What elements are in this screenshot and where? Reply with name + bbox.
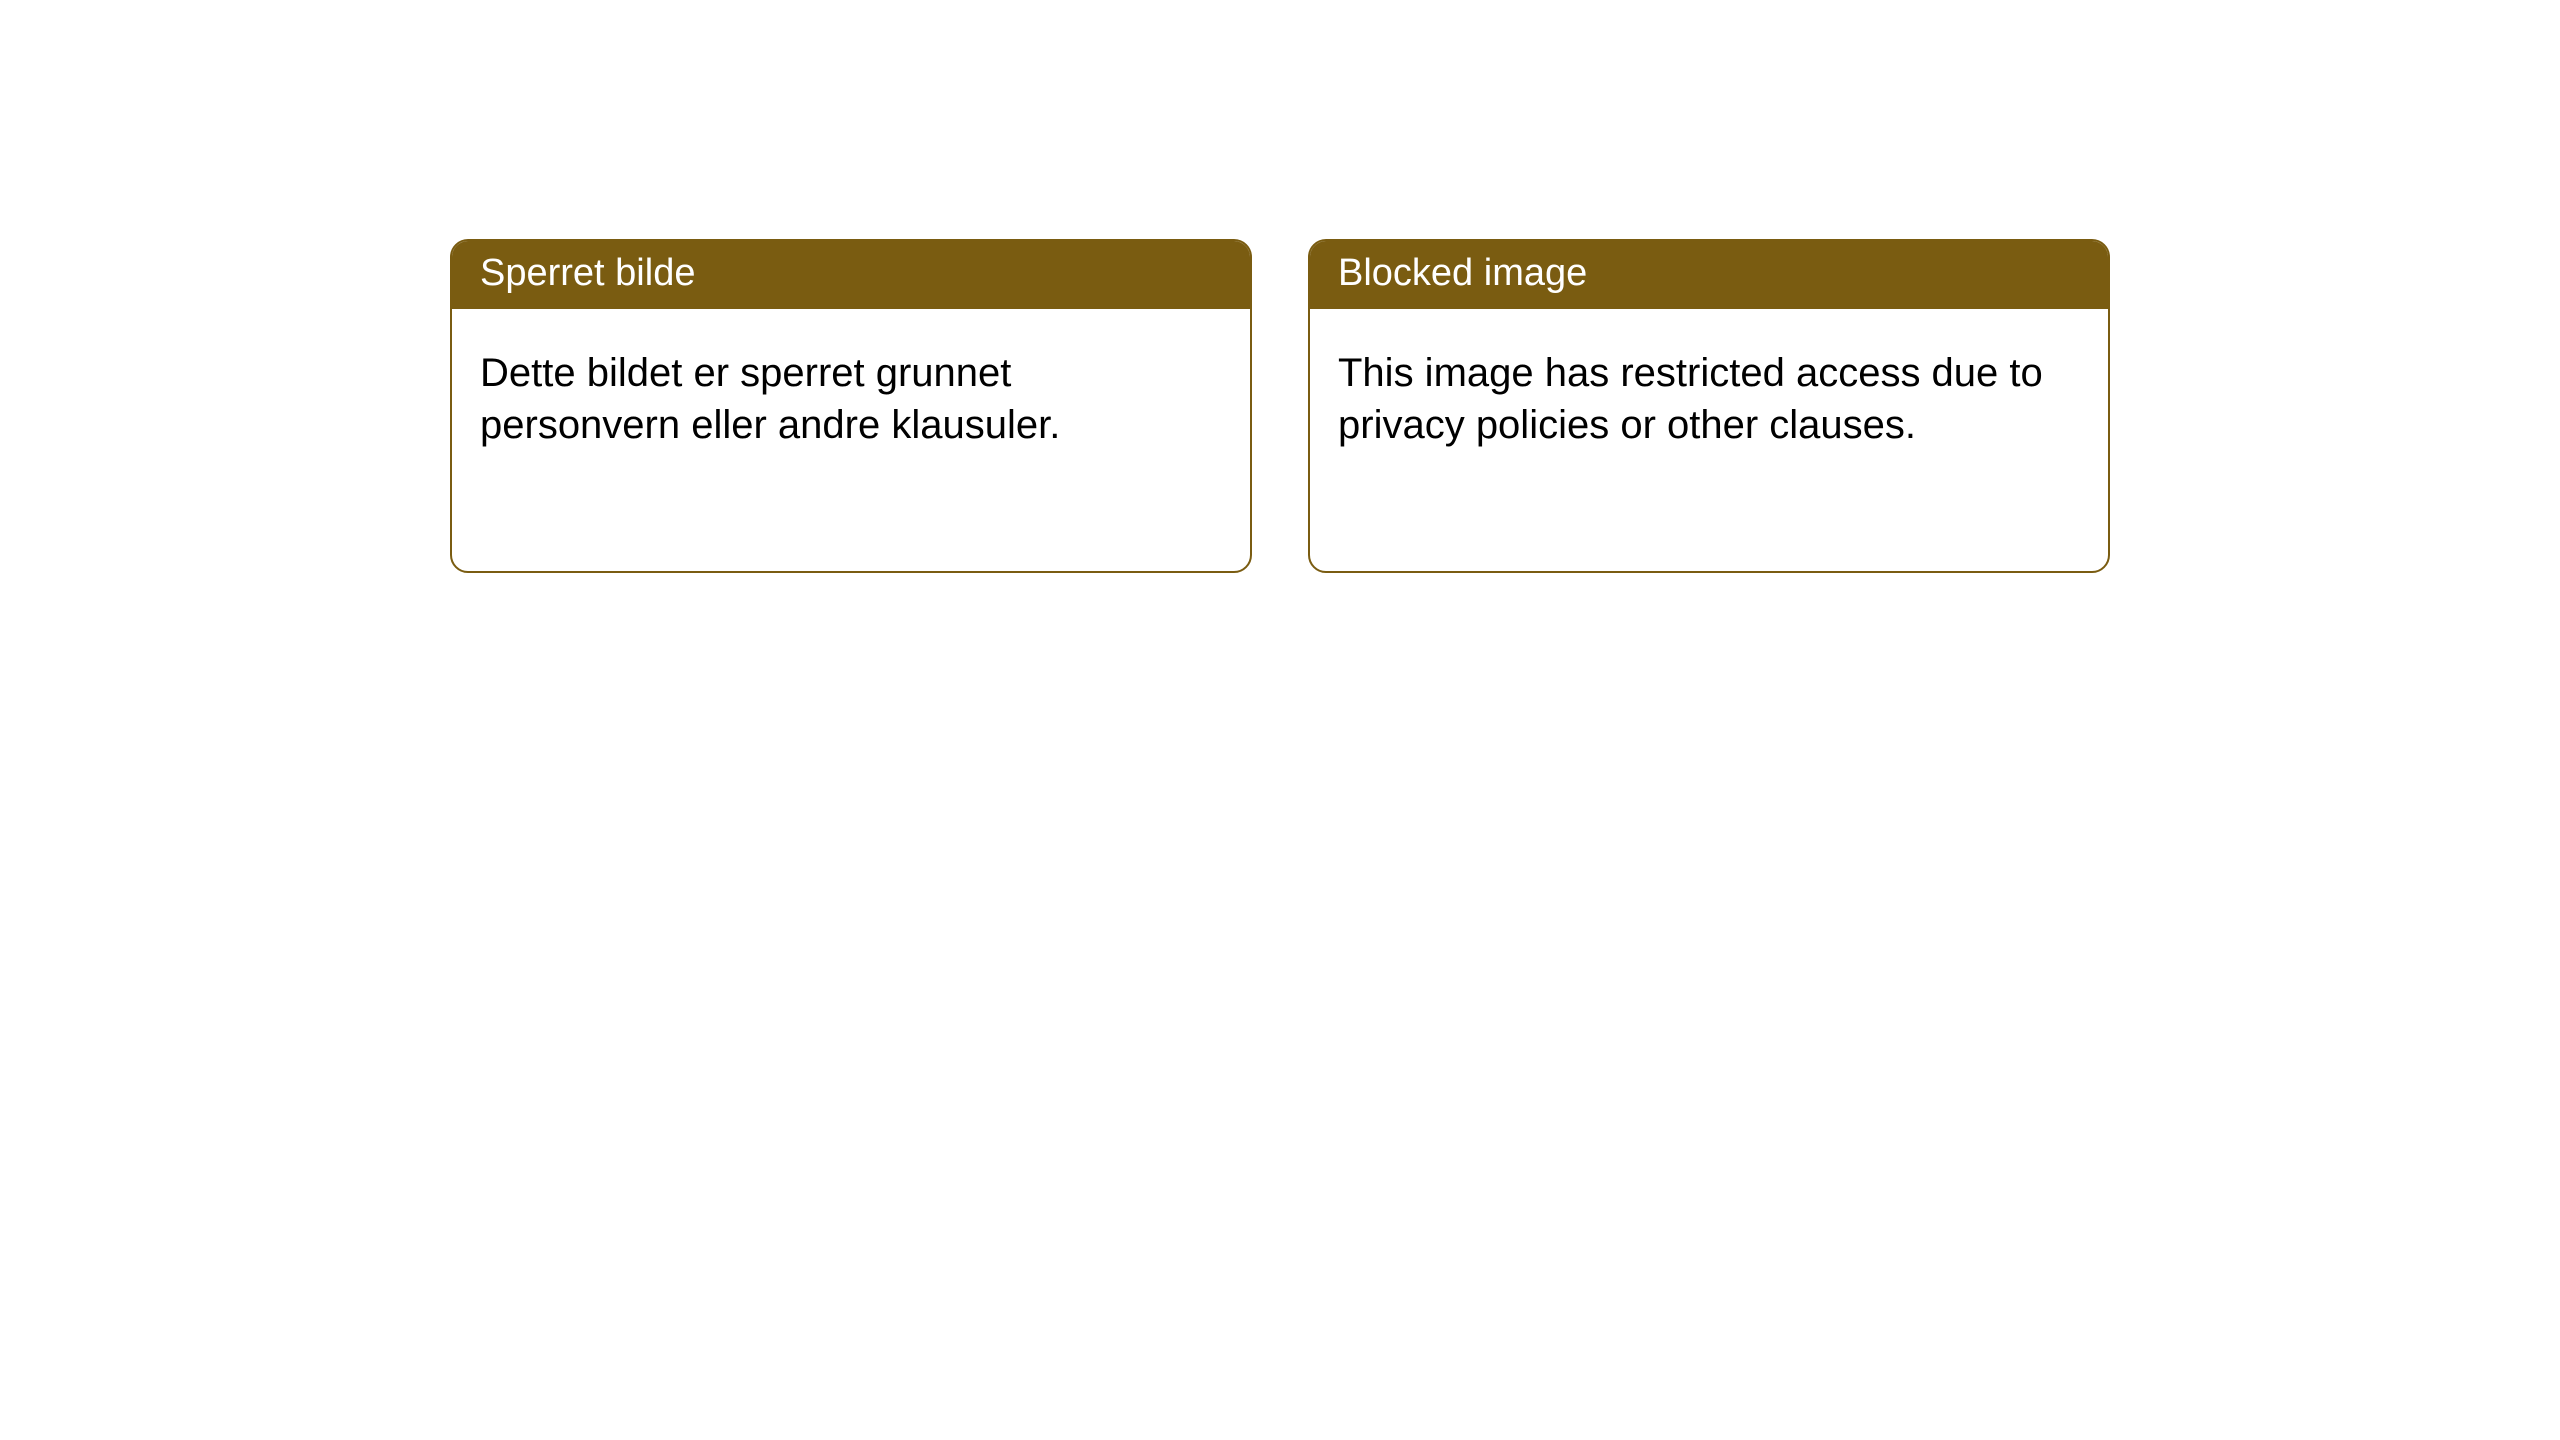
notice-title: Blocked image [1338,252,1587,294]
notice-header: Blocked image [1310,241,2108,309]
notice-body: Dette bildet er sperret grunnet personve… [452,309,1250,489]
notice-header: Sperret bilde [452,241,1250,309]
notice-box-norwegian: Sperret bilde Dette bildet er sperret gr… [450,239,1252,573]
notice-body-text: This image has restricted access due to … [1338,351,2043,447]
notice-container: Sperret bilde Dette bildet er sperret gr… [0,0,2560,573]
notice-box-english: Blocked image This image has restricted … [1308,239,2110,573]
notice-body: This image has restricted access due to … [1310,309,2108,489]
notice-body-text: Dette bildet er sperret grunnet personve… [480,351,1060,447]
notice-title: Sperret bilde [480,252,695,294]
